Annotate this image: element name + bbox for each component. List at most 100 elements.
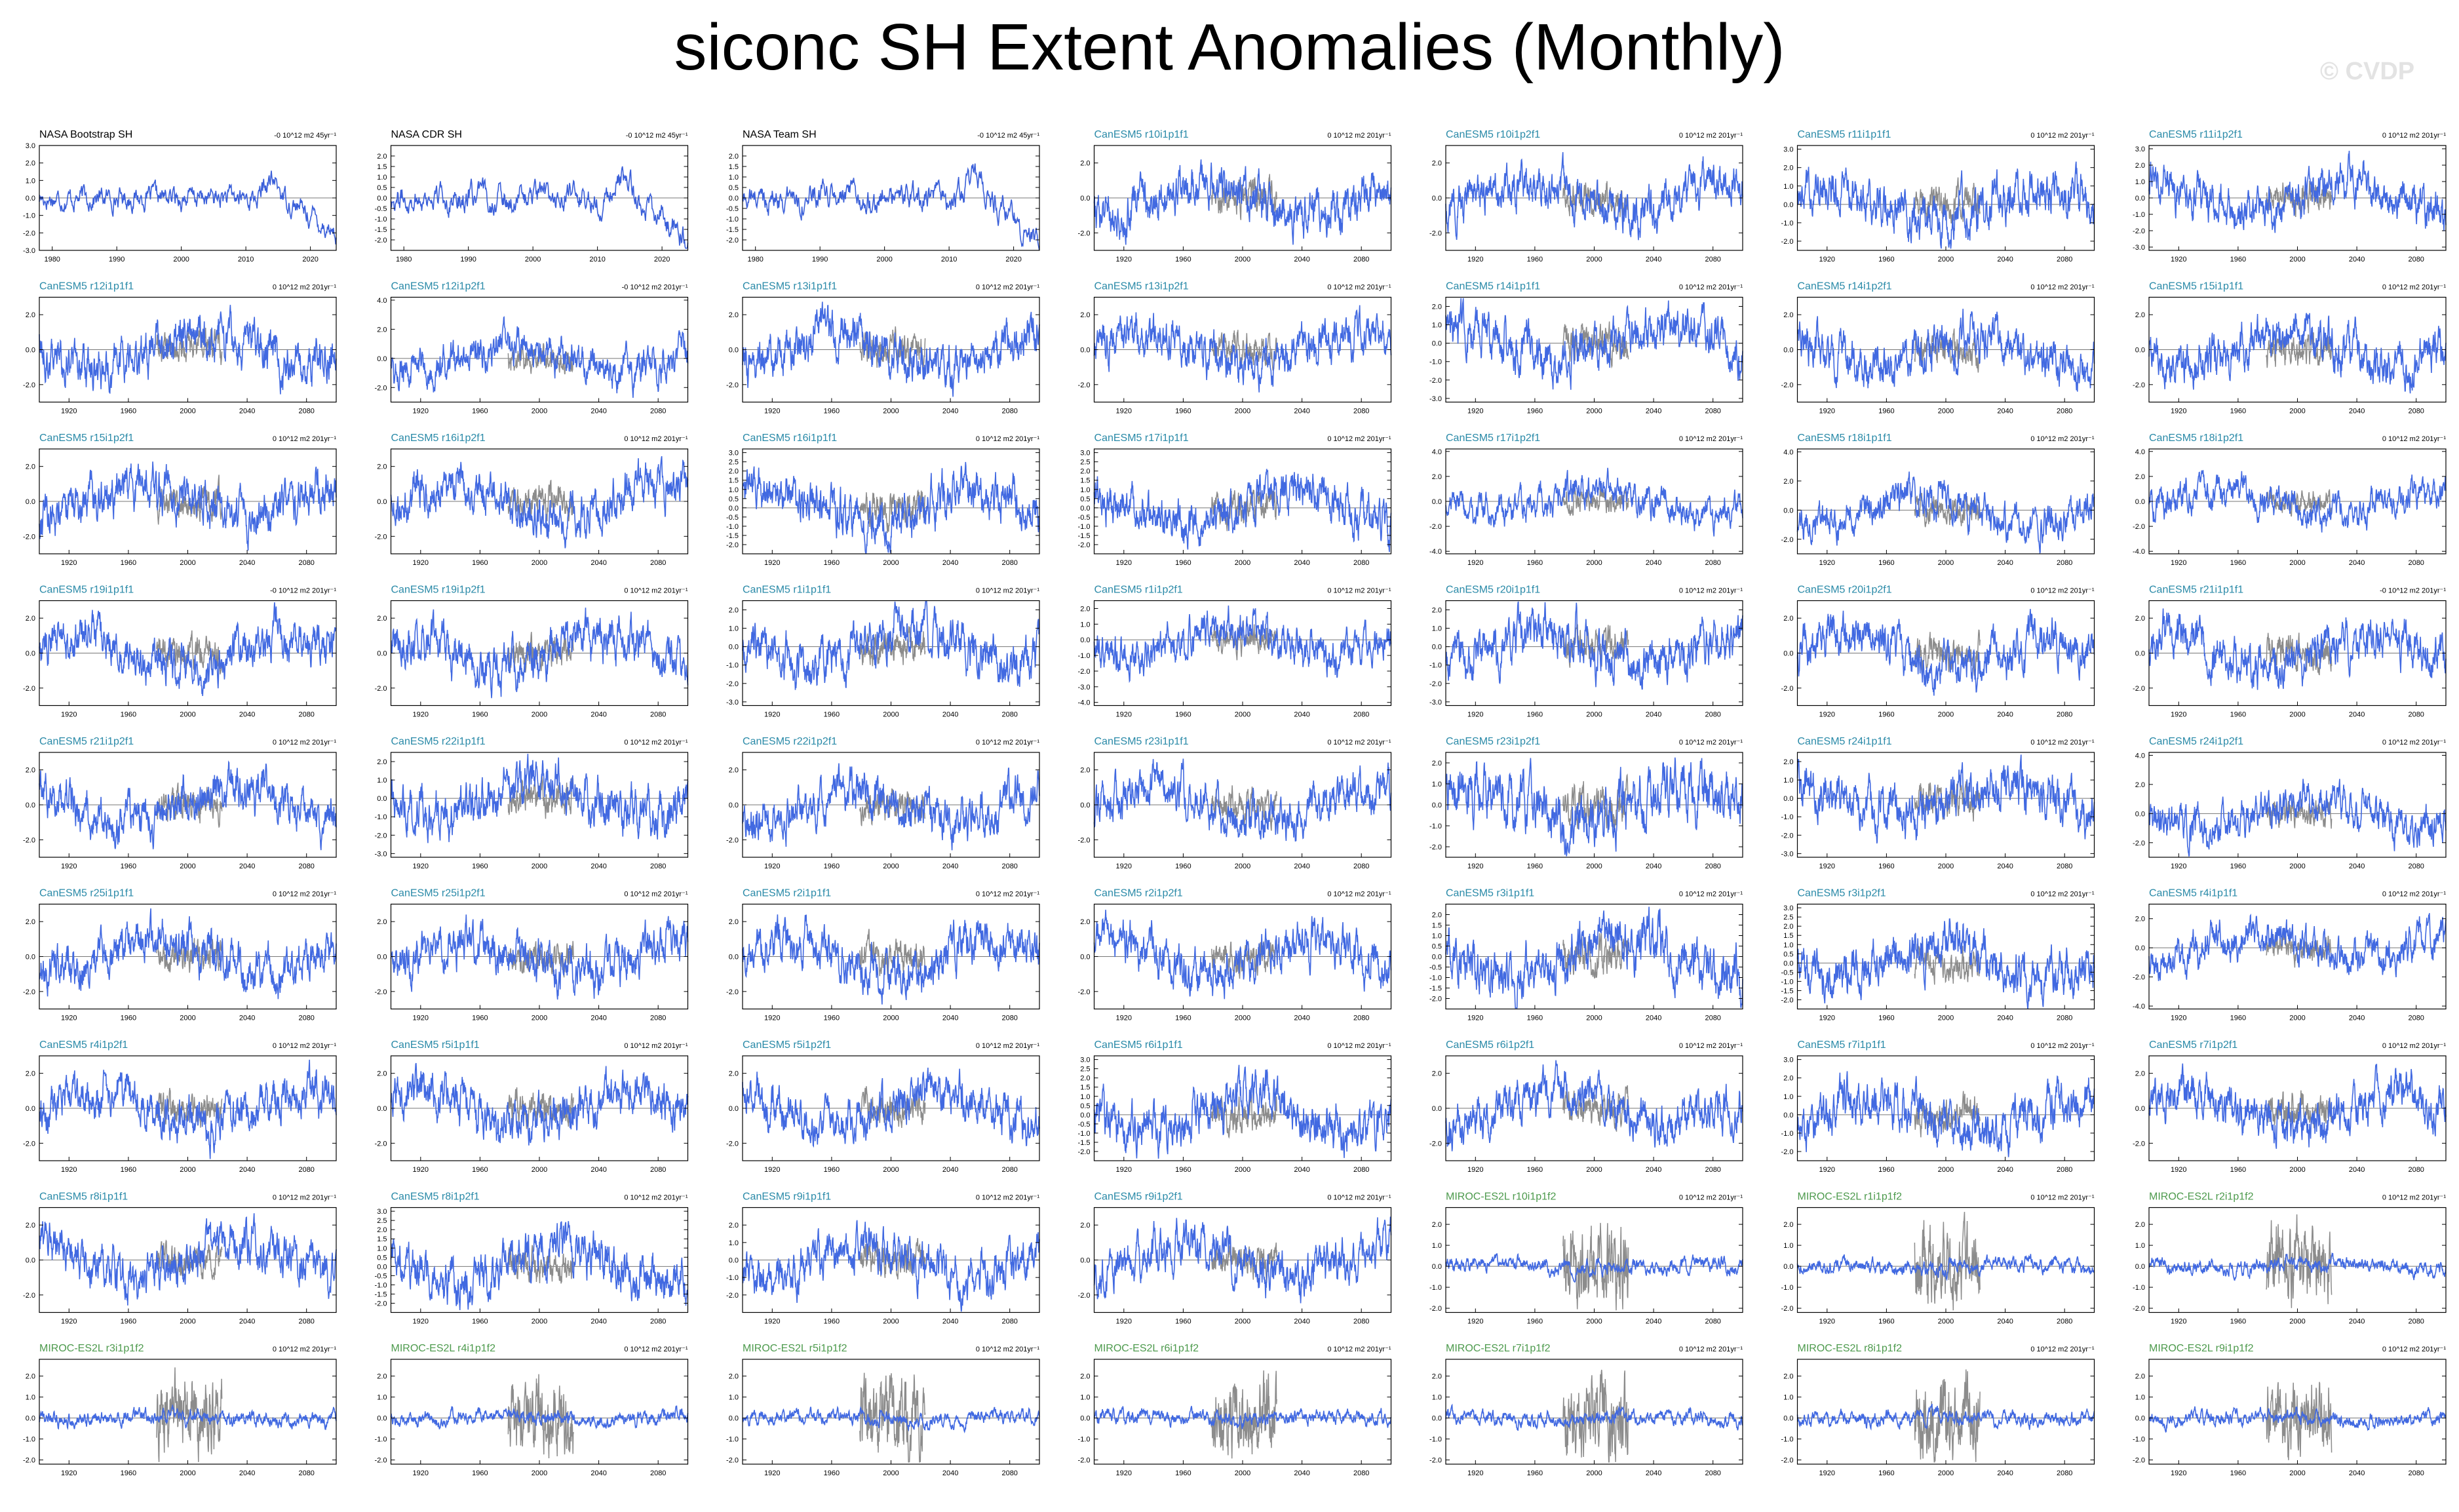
y-tick-label: 2.0 <box>2135 1373 2145 1381</box>
y-tick-label: -1.0 <box>2133 211 2145 219</box>
x-tick-label: 2000 <box>1586 711 1602 719</box>
y-tick-label: -2.0 <box>726 237 739 244</box>
panel-trend-label: 0 10^12 m2 201yr⁻¹ <box>2382 739 2447 746</box>
y-tick-label: 2.0 <box>1080 311 1090 319</box>
chart-panel: MIROC-ES2L r7i1p1f2 0 10^12 m2 201yr⁻¹ -2.… <box>1429 1343 1743 1477</box>
x-tick-label: 1960 <box>121 863 136 870</box>
y-tick-label: 2.0 <box>1080 468 1090 476</box>
chart-panel: MIROC-ES2L r5i1p1f2 0 10^12 m2 201yr⁻¹ -2.… <box>726 1343 1040 1477</box>
x-tick-label: 1960 <box>121 408 136 416</box>
x-tick-label: 2000 <box>180 863 195 870</box>
x-tick-label: 2080 <box>1705 1166 1720 1174</box>
y-tick-label: -2.0 <box>375 533 387 541</box>
y-tick-label: -2.0 <box>1078 836 1091 844</box>
x-tick-label: 2080 <box>2408 1469 2424 1477</box>
y-tick-label: -1.0 <box>1078 523 1091 531</box>
y-tick-label: 1.0 <box>1080 1394 1090 1402</box>
x-tick-label: 2000 <box>883 1318 899 1326</box>
x-tick-label: 2000 <box>1586 1015 1602 1022</box>
observed-overlay-line <box>1914 492 1981 528</box>
y-tick-label: 1.0 <box>377 777 387 785</box>
x-tick-label: 1920 <box>2171 256 2186 263</box>
model-series-line <box>1093 159 1392 245</box>
model-series-line <box>1445 601 1743 690</box>
x-tick-label: 2040 <box>1997 711 2013 719</box>
x-tick-label: 2080 <box>2408 1166 2424 1174</box>
y-tick-label: 0.0 <box>26 802 35 809</box>
x-tick-label: 2000 <box>2289 1318 2305 1326</box>
y-tick-label: -2.0 <box>1078 381 1091 389</box>
y-tick-label: 0.0 <box>1783 650 1793 658</box>
x-tick-label: 2080 <box>2057 1469 2072 1477</box>
y-tick-label: -2.0 <box>1429 1140 1442 1148</box>
x-tick-label: 2040 <box>1294 711 1309 719</box>
x-tick-label: 1920 <box>764 408 780 416</box>
y-tick-label: 0.0 <box>2135 1415 2145 1423</box>
model-series-line <box>1093 1406 1392 1429</box>
x-tick-label: 2000 <box>883 1469 899 1477</box>
observed-overlay-line <box>859 1237 926 1280</box>
chart-panel: MIROC-ES2L r4i1p1f2 0 10^12 m2 201yr⁻¹ -2.… <box>375 1343 689 1477</box>
y-tick-label: 0.0 <box>1783 1112 1793 1119</box>
y-tick-label: 4.0 <box>2135 752 2145 760</box>
x-tick-label: 2040 <box>942 1318 958 1326</box>
y-tick-label: 0.0 <box>729 644 739 651</box>
x-tick-label: 2080 <box>1353 256 1369 263</box>
x-tick-label: 1960 <box>1878 256 1894 263</box>
model-series-line <box>742 1067 1040 1148</box>
observed-overlay-line <box>859 326 926 370</box>
y-tick-label: 3.0 <box>26 142 35 150</box>
y-tick-label: 0.0 <box>729 505 739 513</box>
y-tick-label: 0.0 <box>1783 507 1793 514</box>
x-tick-label: 2040 <box>1997 408 2013 416</box>
model-series-line <box>1796 754 2095 843</box>
x-tick-label: 2000 <box>532 1318 547 1326</box>
panel-title: CanESM5 r4i1p2f1 <box>39 1039 128 1051</box>
x-tick-label: 2080 <box>298 863 314 870</box>
y-tick-label: -2.0 <box>1078 988 1091 996</box>
y-tick-label: 2.0 <box>2135 1070 2145 1078</box>
y-tick-label: 0.5 <box>377 184 387 192</box>
y-tick-label: 1.0 <box>1783 1242 1793 1250</box>
x-tick-label: 2000 <box>1938 559 1954 567</box>
panel-title: CanESM5 r2i1p1f1 <box>743 888 831 899</box>
panel-trend-label: 0 10^12 m2 201yr⁻¹ <box>1327 739 1391 746</box>
chart-panel: CanESM5 r17i1p1f1 0 10^12 m2 201yr⁻¹-2.0-… <box>1078 433 1392 567</box>
y-tick-label: 2.0 <box>1783 478 1793 486</box>
x-tick-label: 1960 <box>1878 559 1894 567</box>
chart-panel: CanESM5 r11i1p1f1 0 10^12 m2 201yr⁻¹ -2.0 -… <box>1781 129 2095 263</box>
y-tick-label: -0.5 <box>1429 964 1442 972</box>
y-tick-label: -1.0 <box>1781 813 1794 821</box>
x-tick-label: 2040 <box>1294 1469 1309 1477</box>
x-tick-label: 2080 <box>2057 408 2072 416</box>
x-tick-label: 1960 <box>472 1318 488 1326</box>
chart-panel: CanESM5 r18i1p1f1 0 10^12 m2 201yr⁻¹ -2.0 0… <box>1781 433 2095 567</box>
x-tick-label: 1920 <box>1467 408 1483 416</box>
y-tick-label: -2.0 <box>375 237 387 244</box>
chart-panel: CanESM5 r20i1p2f1 0 10^12 m2 201yr⁻¹ -2.0 0… <box>1781 585 2095 719</box>
x-tick-label: 2000 <box>180 1318 195 1326</box>
y-tick-label: -1.0 <box>726 216 739 223</box>
y-tick-label: 0.0 <box>729 1257 739 1265</box>
y-tick-label: 0.0 <box>1080 1415 1090 1423</box>
panel-trend-label: 0 10^12 m2 201yr⁻¹ <box>2030 132 2095 140</box>
x-tick-label: 1960 <box>1878 711 1894 719</box>
x-tick-label: 1960 <box>1878 1015 1894 1022</box>
panel-trend-label: 0 10^12 m2 201yr⁻¹ <box>273 891 337 899</box>
y-tick-label: -1.0 <box>2133 1284 2145 1292</box>
panel-title: MIROC-ES2L r7i1p1f2 <box>1446 1343 1551 1354</box>
x-tick-label: 1920 <box>2171 863 2186 870</box>
x-tick-label: 1960 <box>1878 408 1894 416</box>
observed-overlay-line <box>2266 332 2333 368</box>
x-tick-label: 1920 <box>764 559 780 567</box>
x-tick-label: 1920 <box>1116 863 1132 870</box>
y-tick-label: 3.0 <box>1783 146 1793 154</box>
plot-frame <box>1093 448 1392 554</box>
x-tick-label: 1920 <box>1819 863 1835 870</box>
x-tick-label: 1920 <box>61 408 77 416</box>
x-tick-label: 2000 <box>1938 1015 1954 1022</box>
x-tick-label: 2080 <box>1353 863 1369 870</box>
y-tick-label: 2.0 <box>1432 160 1442 168</box>
x-tick-label: 2000 <box>525 256 541 263</box>
panel-title: MIROC-ES2L r3i1p1f2 <box>39 1343 144 1354</box>
